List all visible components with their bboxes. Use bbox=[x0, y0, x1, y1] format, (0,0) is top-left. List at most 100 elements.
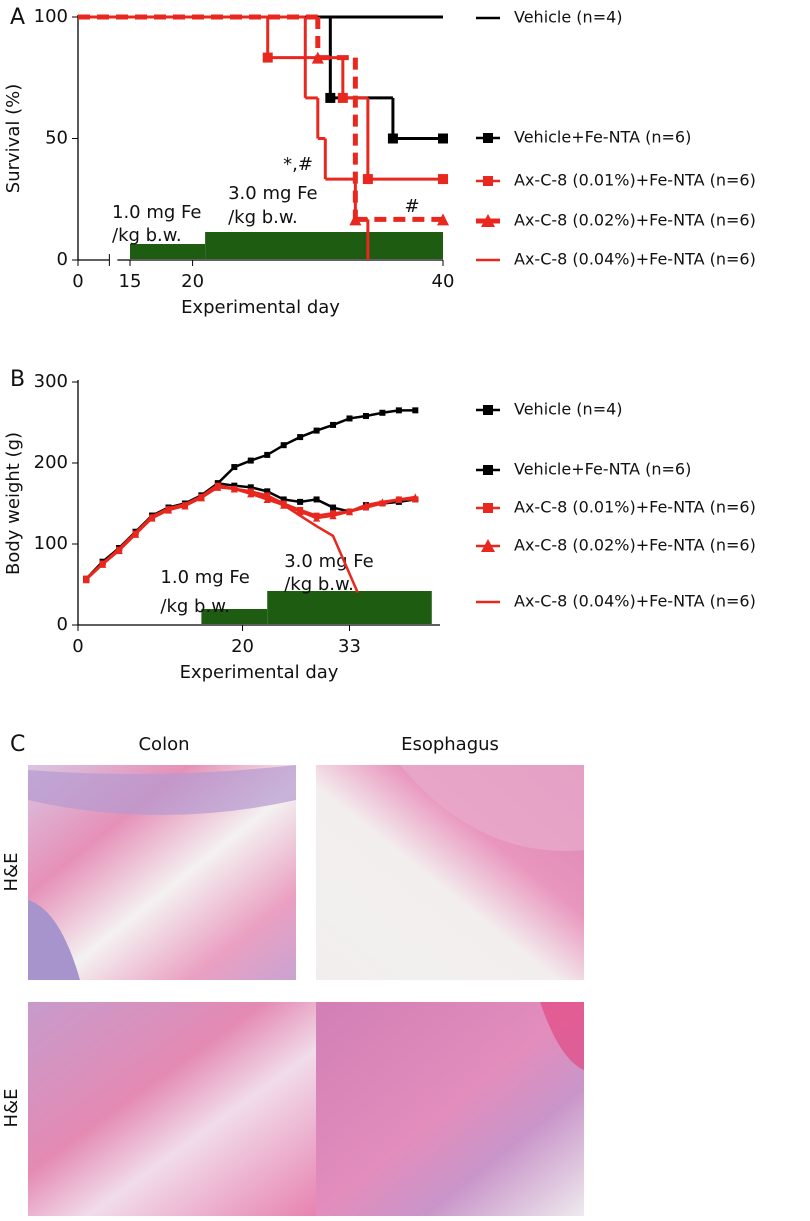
dose-label: 3.0 mg Fe bbox=[228, 183, 317, 204]
marker bbox=[387, 133, 398, 144]
x-tick-label: 0 bbox=[72, 271, 83, 292]
y-tick-label: 300 bbox=[34, 371, 68, 392]
marker bbox=[313, 496, 320, 503]
marker bbox=[412, 407, 419, 414]
legend-marker bbox=[483, 465, 493, 475]
legend-label: Ax-C-8 (0.04%)+Fe-NTA (n=6) bbox=[514, 250, 756, 269]
marker bbox=[325, 92, 336, 103]
marker bbox=[280, 496, 287, 503]
marker bbox=[438, 174, 448, 185]
marker bbox=[311, 51, 324, 64]
marker bbox=[312, 514, 321, 522]
histology-image bbox=[400, 765, 584, 851]
marker bbox=[247, 457, 254, 464]
legend-label: Vehicle+Fe-NTA (n=6) bbox=[514, 460, 691, 479]
histology-image bbox=[316, 1002, 584, 1216]
x-tick-label: 20 bbox=[231, 636, 254, 657]
marker bbox=[362, 174, 373, 185]
x-axis-label: Experimental day bbox=[181, 297, 340, 318]
marker bbox=[378, 498, 387, 506]
dose-bar bbox=[130, 244, 206, 259]
x-tick-label: 0 bbox=[72, 636, 83, 657]
x-axis-label: Experimental day bbox=[180, 662, 339, 683]
panel-c-images bbox=[28, 765, 584, 1216]
dose-label: /kg b.w. bbox=[284, 574, 354, 595]
marker bbox=[345, 508, 354, 516]
marker bbox=[297, 498, 304, 505]
histology-image bbox=[28, 765, 296, 815]
marker bbox=[264, 488, 271, 495]
marker bbox=[438, 133, 448, 144]
legend-label: Vehicle (n=4) bbox=[514, 8, 623, 27]
dose-bar bbox=[205, 232, 443, 259]
marker bbox=[362, 413, 369, 420]
dose-label: 1.0 mg Fe bbox=[112, 202, 201, 223]
legend-marker bbox=[483, 503, 493, 513]
marker bbox=[329, 512, 337, 520]
panel-label: A bbox=[10, 5, 25, 30]
marker bbox=[263, 495, 271, 504]
legend-label: Ax-C-8 (0.01%)+Fe-NTA (n=6) bbox=[514, 498, 756, 517]
column-label: Colon bbox=[138, 734, 189, 755]
x-tick-label: 40 bbox=[432, 271, 455, 292]
legend-marker bbox=[481, 539, 495, 552]
marker bbox=[231, 464, 238, 471]
y-tick-label: 100 bbox=[34, 533, 68, 554]
marker bbox=[247, 484, 254, 491]
dose-label: /kg b.w. bbox=[112, 225, 182, 246]
row-label: H&E bbox=[1, 1089, 22, 1128]
marker bbox=[362, 501, 370, 509]
legend-marker bbox=[481, 214, 495, 227]
marker bbox=[411, 493, 419, 501]
marker bbox=[181, 502, 189, 510]
column-label: Esophagus bbox=[401, 734, 499, 755]
x-tick-label: 33 bbox=[338, 636, 361, 657]
marker bbox=[330, 421, 337, 428]
dose-label: /kg b.w. bbox=[160, 596, 230, 617]
marker bbox=[280, 442, 287, 449]
y-tick-label: 200 bbox=[34, 452, 68, 473]
legend-label: Ax-C-8 (0.02%)+Fe-NTA (n=6) bbox=[514, 536, 756, 555]
row-label: H&E bbox=[1, 853, 22, 892]
dose-bar bbox=[267, 591, 432, 624]
legend-label: Ax-C-8 (0.02%)+Fe-NTA (n=6) bbox=[514, 211, 756, 230]
marker bbox=[346, 415, 353, 422]
marker bbox=[164, 506, 173, 514]
annotation: *,# bbox=[283, 154, 313, 175]
y-tick-label: 0 bbox=[57, 614, 68, 635]
x-tick-label: 20 bbox=[181, 271, 204, 292]
marker bbox=[247, 490, 255, 498]
histology-image bbox=[540, 1002, 584, 1070]
y-tick-label: 0 bbox=[57, 249, 68, 270]
dose-label: /kg b.w. bbox=[228, 207, 298, 228]
dose-bar bbox=[201, 609, 268, 624]
histology-image bbox=[28, 1002, 324, 1216]
legend-marker bbox=[483, 405, 493, 415]
x-tick-label: 15 bbox=[119, 271, 142, 292]
marker bbox=[82, 576, 90, 584]
panel-label: B bbox=[10, 367, 25, 392]
marker bbox=[214, 483, 222, 491]
series-line bbox=[85, 483, 359, 594]
legend-label: Vehicle+Fe-NTA (n=6) bbox=[514, 128, 691, 147]
legend-marker bbox=[483, 176, 493, 186]
y-axis-label: Body weight (g) bbox=[3, 432, 24, 575]
series bbox=[78, 15, 443, 140]
marker bbox=[330, 504, 337, 511]
legend-marker bbox=[483, 133, 493, 143]
marker bbox=[313, 427, 320, 434]
y-tick-label: 50 bbox=[45, 128, 68, 149]
marker bbox=[297, 434, 304, 441]
marker bbox=[264, 451, 271, 458]
marker bbox=[437, 213, 449, 226]
marker bbox=[379, 409, 386, 416]
dose-label: 1.0 mg Fe bbox=[160, 567, 249, 588]
panel-label: C bbox=[10, 732, 25, 757]
marker bbox=[262, 52, 273, 63]
legend-label: Ax-C-8 (0.01%)+Fe-NTA (n=6) bbox=[514, 171, 756, 190]
legend-label: Ax-C-8 (0.04%)+Fe-NTA (n=6) bbox=[514, 592, 756, 611]
y-axis-label: Survival (%) bbox=[3, 84, 24, 193]
marker bbox=[395, 407, 402, 414]
marker bbox=[197, 494, 206, 502]
